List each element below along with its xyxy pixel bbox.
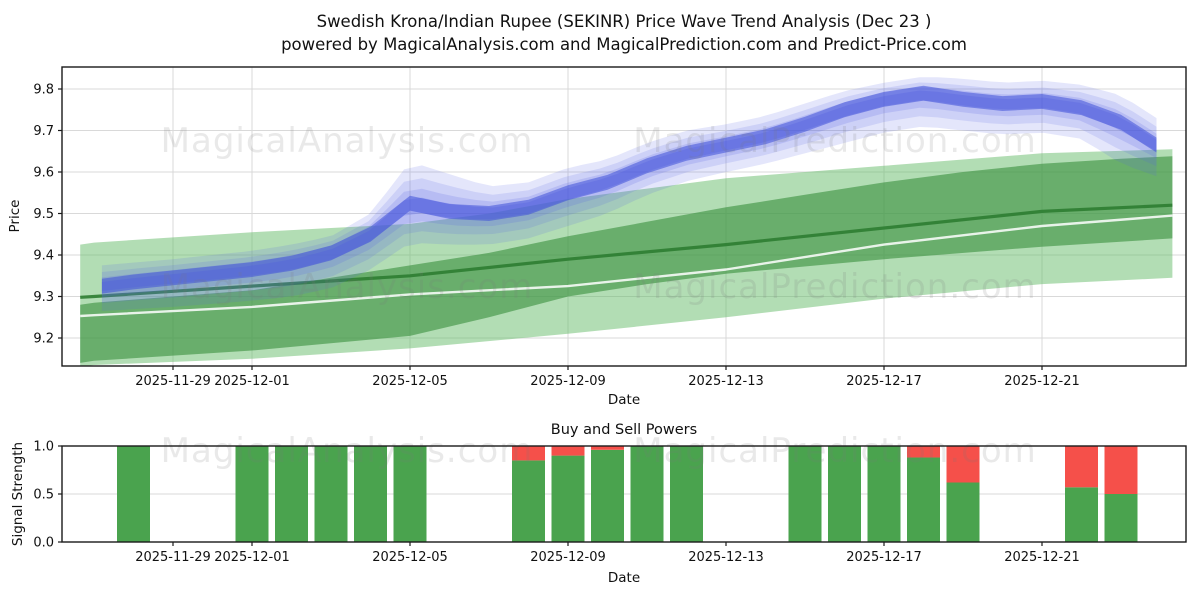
sell-bar	[551, 446, 585, 456]
y-tick-label: 0.5	[33, 488, 54, 503]
watermark-text: MagicalPrediction.com	[633, 121, 1037, 161]
buy-bar	[1104, 494, 1138, 542]
buy-bar	[117, 446, 150, 542]
buy-bar	[275, 446, 308, 542]
y-tick-label: 9.2	[33, 332, 54, 347]
sell-bar	[1104, 446, 1138, 494]
green-inner-band	[80, 156, 1173, 363]
buy-bar	[314, 446, 348, 542]
watermark-text: MagicalPrediction.com	[633, 431, 1037, 471]
buy-bar	[630, 446, 664, 542]
x-tick-label: 2025-12-01	[214, 550, 290, 565]
y-tick-label: 9.3	[33, 290, 54, 305]
signal-panel-title: Buy and Sell Powers	[551, 422, 697, 438]
sell-bar	[946, 446, 980, 483]
price-chart: MagicalAnalysis.com MagicalPrediction.com…	[33, 66, 1187, 389]
y-tick-label: 9.4	[33, 249, 54, 264]
buy-bar	[788, 446, 822, 542]
price-line	[80, 214, 1173, 318]
signal-y-axis-label: Signal Strength	[10, 442, 26, 546]
blue-wave-core	[101, 85, 1157, 294]
price-plot-border	[61, 66, 1187, 367]
buy-bar	[670, 446, 703, 542]
price-y-axis-label: Price	[7, 200, 23, 233]
buy-bar	[591, 449, 624, 542]
buy-bar	[907, 457, 940, 542]
buy-bar	[867, 446, 901, 542]
y-tick-label: 9.5	[33, 207, 54, 222]
buy-bar	[393, 446, 427, 542]
buy-bar	[946, 482, 980, 542]
buy-bar	[828, 446, 861, 542]
buy-bar	[512, 460, 545, 542]
watermark-text: MagicalAnalysis.com	[161, 267, 534, 307]
sell-bar	[591, 446, 624, 450]
y-tick-label: 1.0	[33, 440, 54, 455]
x-tick-label: 2025-12-17	[846, 550, 922, 565]
watermark-text: MagicalPrediction.com	[633, 267, 1037, 307]
blue-wave-band	[101, 86, 1157, 297]
x-tick-label: 2025-12-13	[688, 374, 764, 389]
buy-bar	[354, 446, 387, 542]
x-tick-label: 2025-12-13	[688, 550, 764, 565]
price-series-area	[80, 77, 1173, 366]
x-tick-label: 2025-12-09	[530, 550, 606, 565]
green-trend-line	[80, 203, 1173, 299]
price-x-axis-label: Date	[608, 392, 640, 408]
x-tick-label: 2025-12-05	[372, 550, 448, 565]
signal-x-axis-label: Date	[608, 570, 640, 586]
sell-bar	[512, 446, 545, 461]
blue-wave-band	[101, 77, 1157, 311]
signal-chart: MagicalAnalysis.com MagicalPrediction.com…	[33, 431, 1187, 565]
x-tick-label: 2025-12-21	[1004, 374, 1080, 389]
x-tick-label: 2025-12-09	[530, 374, 606, 389]
sell-bar	[907, 446, 940, 458]
x-tick-label: 2025-11-29	[135, 550, 211, 565]
x-tick-label: 2025-12-21	[1004, 550, 1080, 565]
x-tick-label: 2025-12-05	[372, 374, 448, 389]
buy-bar	[235, 446, 269, 542]
blue-wave-band	[101, 82, 1157, 304]
x-tick-label: 2025-12-01	[214, 374, 290, 389]
y-tick-label: 9.8	[33, 83, 54, 98]
watermark-text: MagicalAnalysis.com	[161, 431, 534, 471]
figure-title-line1: Swedish Krona/Indian Rupee (SEKINR) Pric…	[317, 12, 932, 31]
y-tick-label: 9.7	[33, 124, 54, 139]
x-tick-label: 2025-12-17	[846, 374, 922, 389]
watermark-text: MagicalAnalysis.com	[161, 121, 534, 161]
x-tick-label: 2025-11-29	[135, 374, 211, 389]
y-tick-label: 0.0	[33, 536, 54, 551]
sell-bar	[1065, 446, 1098, 488]
y-tick-label: 9.6	[33, 166, 54, 181]
buy-bar	[1065, 487, 1098, 542]
figure-title-line2: powered by MagicalAnalysis.com and Magic…	[281, 35, 967, 54]
signal-bars	[117, 446, 1138, 542]
buy-bar	[551, 455, 585, 542]
